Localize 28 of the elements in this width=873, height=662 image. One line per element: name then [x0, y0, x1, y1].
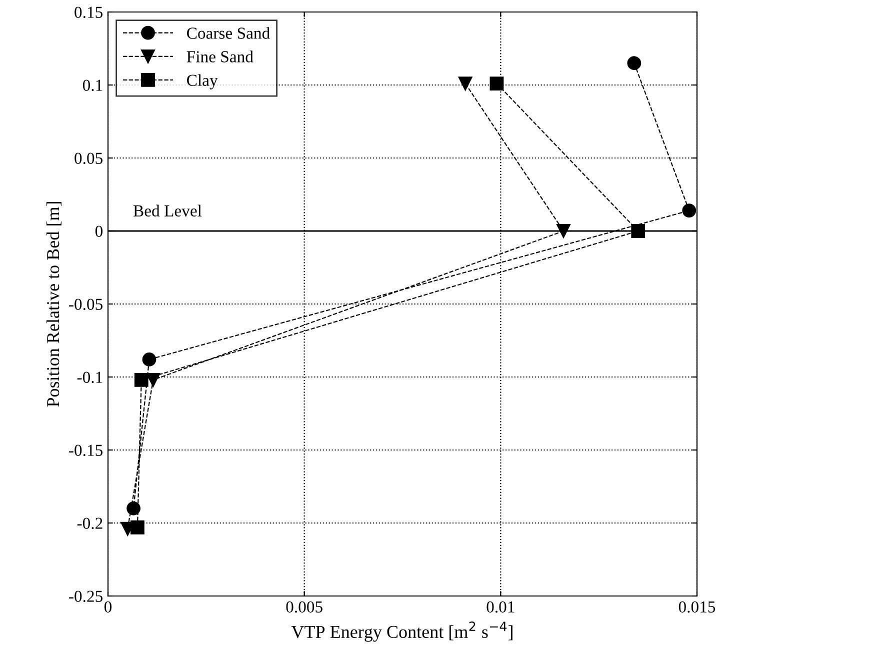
ref-line-label: Bed Level — [133, 204, 202, 217]
point — [631, 224, 646, 238]
point — [130, 520, 144, 534]
x-tick-label: 0.005 — [286, 601, 322, 613]
y-tick-label: 0.15 — [74, 6, 102, 18]
y-tick-label: -0.2 — [77, 518, 102, 530]
y-tick-label: -0.25 — [69, 590, 102, 602]
y-tick-label: -0.05 — [69, 298, 102, 310]
point — [556, 224, 570, 238]
y-tick-label: -0.1 — [77, 372, 102, 384]
y-tick-label: 0 — [95, 226, 103, 237]
legend-label: Coarse Sand — [187, 27, 270, 39]
point — [458, 76, 472, 90]
y-tick-label: -0.15 — [69, 444, 102, 456]
point — [134, 372, 148, 387]
x-tick-label: 0 — [104, 601, 112, 613]
point — [682, 204, 696, 218]
point — [490, 76, 504, 90]
x-axis-title: VTP Energy Content [m$^{2}$ s$^{−4}$] — [291, 622, 512, 642]
x-tick-label: 0.01 — [486, 601, 514, 613]
y-axis-title: Position Relative to Bed [m] — [46, 202, 62, 407]
x-tick-label: 0.015 — [678, 601, 716, 613]
legend-label: Clay — [187, 74, 218, 90]
y-tick-label: 0.05 — [74, 152, 102, 164]
y-tick-label: 0.1 — [82, 80, 102, 92]
point — [142, 352, 156, 366]
legend-label: Fine Sand — [186, 50, 254, 62]
point — [627, 56, 642, 70]
